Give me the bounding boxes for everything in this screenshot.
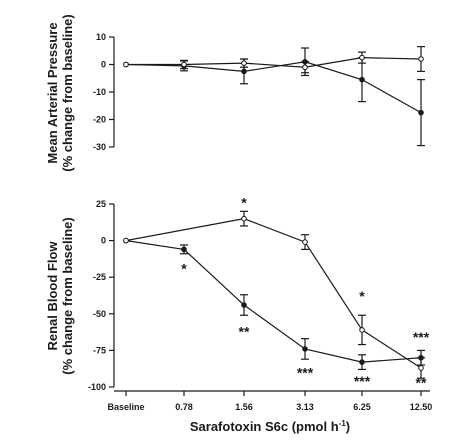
mean-arterial-pressure-chart: Mean Arterial Pressure (% change from ba…: [45, 14, 425, 172]
top-y-tick-label: 0: [101, 60, 106, 70]
bottom-series-2-line: [125, 218, 422, 369]
bottom-significance-label: *: [241, 195, 247, 211]
top-data-point: [241, 68, 247, 75]
bottom-data-point: [418, 365, 424, 371]
bottom-y-tick-label: -75: [93, 345, 106, 355]
bottom-data-point: [241, 215, 247, 222]
x-tick-label: 1.56: [235, 402, 253, 412]
top-y-tick-label: -20: [93, 115, 106, 125]
bottom-data-point: [302, 346, 308, 352]
bottom-data-point: [359, 327, 365, 333]
bottom-significance-label: **: [239, 323, 250, 339]
top-data-point: [359, 76, 365, 83]
top-data-point: [418, 109, 424, 116]
bottom-significance-label: ***: [297, 364, 314, 380]
bottom-data-point: [181, 246, 187, 253]
top-y-tick-label: 10: [96, 32, 106, 42]
bottom-data-point: [241, 302, 247, 308]
top-data-point: [418, 56, 424, 62]
bottom-data-point: [359, 359, 365, 365]
bottom-y-tick-label: 0: [101, 236, 106, 246]
top-data-point: [359, 54, 365, 61]
bottom-significance-label: ***: [413, 329, 430, 345]
x-tick-label: 0.78: [175, 402, 193, 412]
bottom-y-tick-label: -50: [93, 309, 106, 319]
top-data-point: [181, 61, 187, 68]
bottom-y-axis-title-line1: Renal Blood Flow: [45, 241, 60, 351]
x-axis-title: Sarafotoxin S6c (pmol h-1): [190, 419, 350, 434]
top-y-tick-label: -30: [93, 142, 106, 152]
bottom-significance-label: *: [181, 260, 187, 276]
bottom-y-axis-title-line2: (% change from baseline): [60, 217, 75, 374]
bottom-significance-label: ***: [354, 373, 371, 389]
bottom-data-point: [302, 239, 308, 245]
top-y-axis-title-line1: Mean Arterial Pressure: [45, 22, 60, 163]
top-y-tick-label: -10: [93, 87, 106, 97]
bottom-y-tick-label: -100: [88, 382, 106, 392]
top-y-axis-title-line2: (% change from baseline): [60, 14, 75, 171]
bottom-series-1-line: [125, 240, 422, 363]
x-tick-label: 6.25: [353, 402, 371, 412]
x-tick-label: 12.50: [410, 402, 433, 412]
bottom-significance-label: **: [416, 375, 427, 391]
top-data-point: [241, 60, 247, 66]
x-axis: Baseline 0.78 1.56 3.13 6.25 12.50: [107, 390, 433, 412]
top-series-1-line: [125, 61, 422, 114]
x-tick-label: 3.13: [296, 402, 314, 412]
bottom-y-tick-label: 25: [96, 199, 106, 209]
renal-blood-flow-chart: Renal Blood Flow (% change from baseline…: [45, 195, 430, 392]
bottom-y-tick-label: -25: [93, 272, 106, 282]
bottom-data-point: [123, 237, 129, 244]
top-data-point: [123, 61, 129, 68]
top-series-2-line: [126, 57, 422, 68]
x-tick-label: Baseline: [107, 402, 144, 412]
bottom-significance-label: *: [359, 288, 365, 304]
top-data-point: [302, 64, 308, 71]
